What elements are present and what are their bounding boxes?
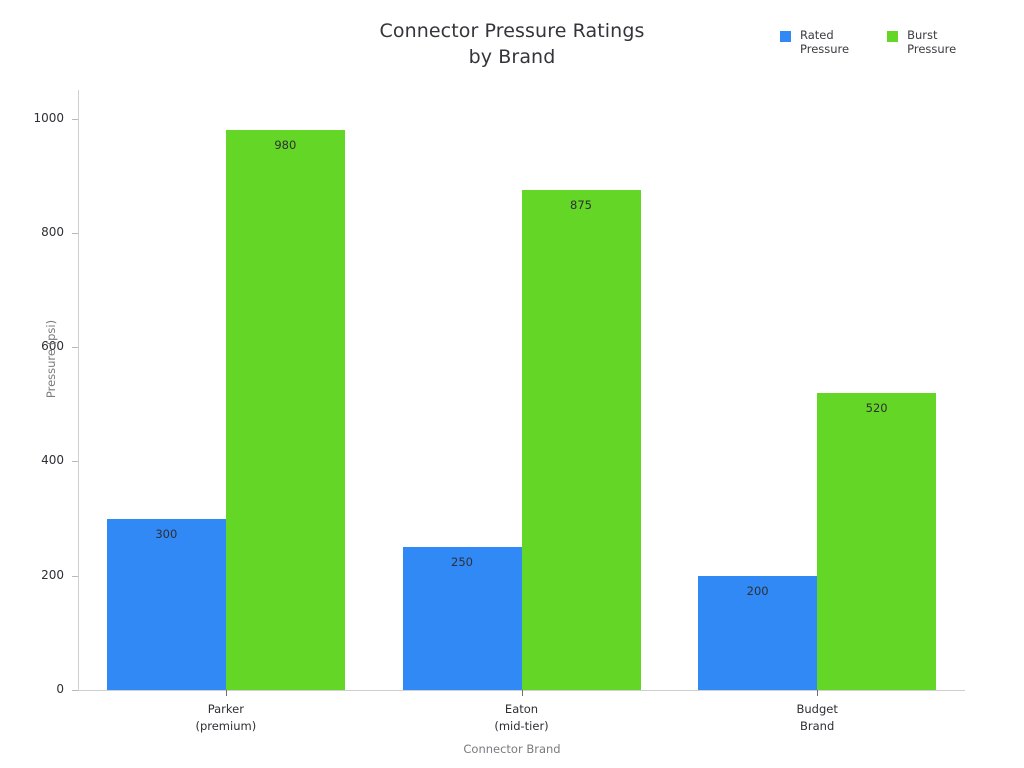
plot-area: 300 980 250 875 200 520 xyxy=(78,90,965,690)
bar[interactable]: 250 xyxy=(402,547,522,690)
bar[interactable]: 875 xyxy=(521,190,641,690)
x-axis-title: Connector Brand xyxy=(463,742,561,756)
bar-value-label: 300 xyxy=(155,526,178,541)
y-axis-tick-label: 0 xyxy=(56,682,64,696)
bar-value-label: 250 xyxy=(451,555,473,570)
bar-value-label: 520 xyxy=(865,400,888,415)
y-axis-tick-label: 600 xyxy=(41,339,64,354)
bar[interactable]: 200 xyxy=(698,575,818,690)
y-axis-tick-mark xyxy=(72,118,78,120)
legend-label-burst-pressure: Burst Pressure xyxy=(907,28,957,56)
bar-value-label: 875 xyxy=(570,198,592,212)
legend-item-burst-pressure[interactable]: Burst Pressure xyxy=(887,28,956,56)
y-axis-tick-label: 800 xyxy=(41,224,64,239)
bar[interactable]: 520 xyxy=(817,392,937,690)
y-axis-tick-mark xyxy=(72,575,78,577)
chart-title: Connector Pressure Ratings by Brand xyxy=(379,20,645,68)
y-axis-tick-label: 400 xyxy=(41,453,64,468)
x-axis-category-label: Budget Brand xyxy=(796,702,838,733)
y-axis-tick-mark xyxy=(72,232,78,234)
y-axis-tick-mark xyxy=(72,461,78,463)
legend-swatch-rated-pressure-icon xyxy=(780,31,791,42)
legend-item-rated-pressure[interactable]: Rated Pressure xyxy=(780,28,849,56)
chart-legend: Rated Pressure Burst Pressure xyxy=(780,28,956,56)
x-axis-tick-mark xyxy=(817,690,819,696)
y-axis-title: Pressure (psi) xyxy=(44,319,58,399)
bar[interactable]: 300 xyxy=(106,518,226,690)
y-axis-tick-mark xyxy=(72,347,78,349)
bar-value-label: 980 xyxy=(274,138,297,152)
bar[interactable]: 980 xyxy=(225,130,345,690)
y-axis-tick-label: 200 xyxy=(41,567,64,582)
x-axis-category-label: Parker (premium) xyxy=(195,702,257,733)
legend-swatch-burst-pressure-icon xyxy=(887,31,899,42)
x-axis-tick-mark xyxy=(521,690,523,696)
y-axis-tick-mark xyxy=(72,690,78,691)
x-axis-tick-mark xyxy=(225,690,227,696)
bar-value-label: 200 xyxy=(746,583,769,598)
legend-label-rated-pressure: Rated Pressure xyxy=(800,28,850,56)
x-axis-category-label: Eaton (mid-tier) xyxy=(494,702,549,733)
y-axis-line xyxy=(78,90,79,690)
y-axis-tick-label: 1000 xyxy=(33,110,64,125)
